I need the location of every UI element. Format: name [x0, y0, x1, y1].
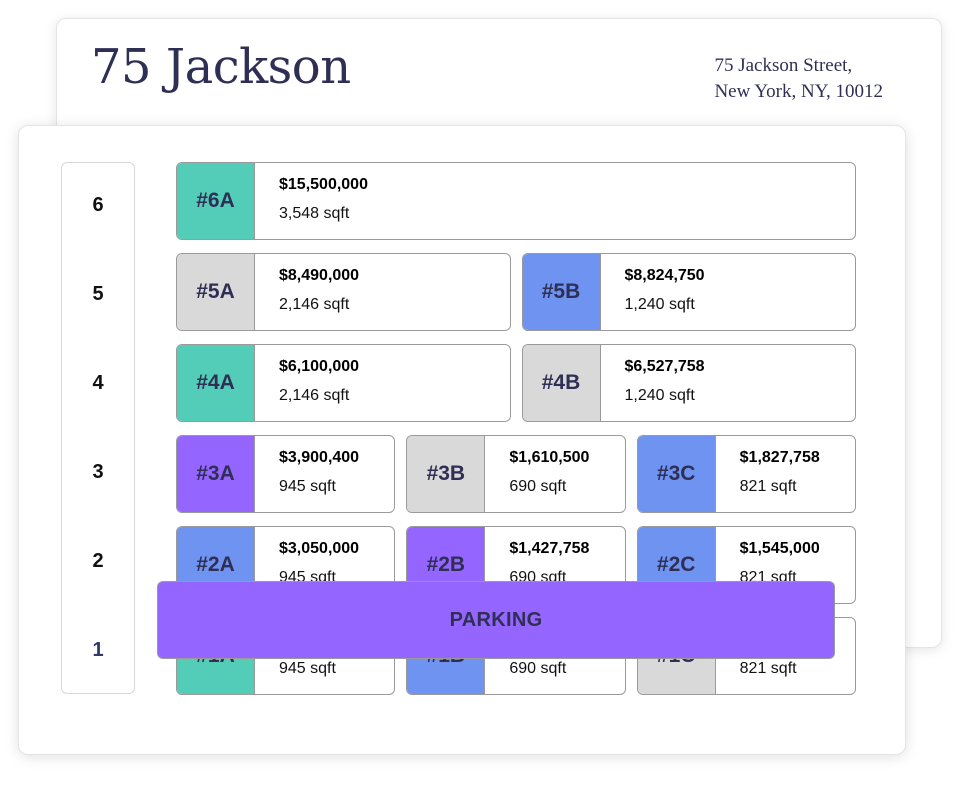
unit-area: 945 sqft [279, 660, 336, 677]
building-title: 75 Jackson [91, 39, 351, 95]
unit-price: $1,427,758 [509, 540, 590, 557]
unit-area: 2,146 sqft [279, 387, 350, 404]
unit-card-3c[interactable]: #3C $1,827,758 821 sqft [636, 435, 856, 513]
unit-price: $1,827,758 [739, 449, 820, 466]
unit-price: $3,050,000 [279, 540, 360, 557]
unit-price: $8,490,000 [279, 267, 360, 284]
floor-selector: 6 5 4 3 2 1 [61, 162, 135, 694]
unit-card-4a[interactable]: #4A $6,100,000 2,146 sqft [176, 344, 511, 422]
unit-price: $1,610,500 [509, 449, 590, 466]
unit-card-5b[interactable]: #5B $8,824,750 1,240 sqft [521, 253, 856, 331]
unit-code-badge: #3C [637, 436, 716, 512]
unit-price: $6,100,000 [279, 358, 360, 375]
address-line-2: New York, NY, 10012 [714, 81, 883, 102]
unit-price: $3,900,400 [279, 449, 360, 466]
unit-code-badge: #3B [407, 436, 486, 512]
floor-1-button[interactable]: 1 [92, 639, 104, 661]
unit-code-badge: #5B [522, 254, 601, 330]
unit-card-3b[interactable]: #3B $1,610,500 690 sqft [406, 435, 626, 513]
unit-card-4b[interactable]: #4B $6,527,758 1,240 sqft [521, 344, 856, 422]
floor-4-button[interactable]: 4 [92, 372, 104, 394]
unit-price: $8,824,750 [624, 267, 705, 284]
floor-3-button[interactable]: 3 [92, 461, 104, 483]
unit-area: 821 sqft [739, 660, 797, 677]
unit-card-3a[interactable]: #3A $3,900,400 945 sqft [176, 435, 396, 513]
unit-area: 690 sqft [509, 660, 567, 677]
unit-area: 690 sqft [509, 478, 567, 495]
unit-price: $1,545,000 [739, 540, 820, 557]
unit-area: 945 sqft [279, 478, 336, 495]
unit-area: 2,146 sqft [279, 296, 350, 313]
floor-5-button[interactable]: 5 [92, 283, 104, 305]
unit-card-5a[interactable]: #5A $8,490,000 2,146 sqft [176, 253, 511, 331]
parking-level[interactable]: PARKING [157, 581, 835, 659]
floor-6-button[interactable]: 6 [92, 194, 104, 216]
unit-area: 821 sqft [739, 478, 797, 495]
floor-plan-card: 6 5 4 3 2 1 #6A $15,500,000 3,548 sqft #5A $8,490… [18, 125, 906, 755]
building-address: 75 Jackson Street, New York, NY, 10012 [714, 53, 883, 105]
unit-price: $15,500,000 [279, 176, 368, 193]
unit-code-badge: #6A [177, 163, 255, 239]
unit-code-badge: #4B [522, 345, 601, 421]
unit-area: 1,240 sqft [624, 387, 695, 404]
floor-2-button[interactable]: 2 [92, 550, 104, 572]
unit-price: $6,527,758 [624, 358, 705, 375]
unit-code-badge: #3A [177, 436, 255, 512]
unit-code-badge: #4A [177, 345, 255, 421]
address-line-1: 75 Jackson Street, [714, 55, 853, 76]
unit-area: 3,548 sqft [279, 205, 350, 222]
parking-label: PARKING [449, 608, 543, 631]
unit-card-6a[interactable]: #6A $15,500,000 3,548 sqft [176, 162, 856, 240]
unit-area: 1,240 sqft [624, 296, 695, 313]
unit-code-badge: #5A [177, 254, 255, 330]
